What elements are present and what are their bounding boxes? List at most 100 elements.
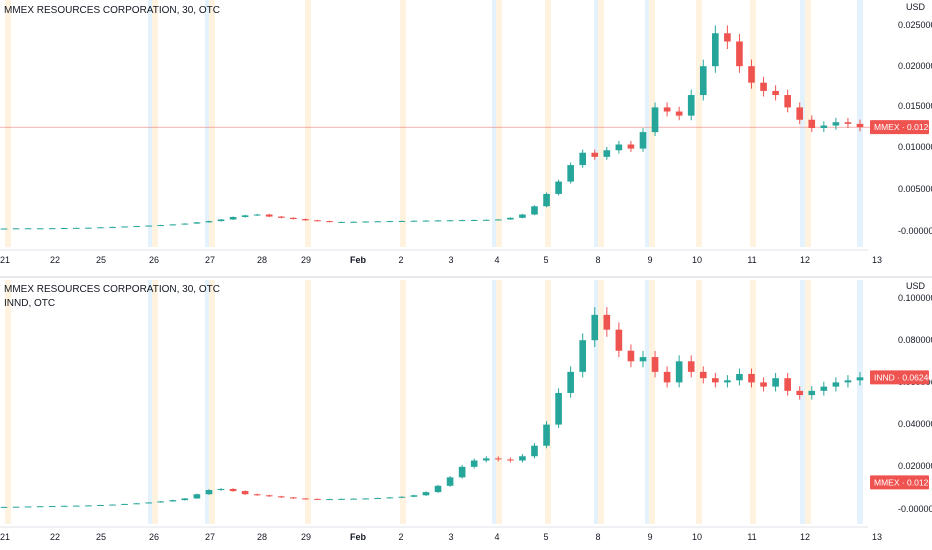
candle-body-0-62 xyxy=(748,66,755,83)
candle-body-0-56 xyxy=(675,111,683,116)
candle-body-1-54 xyxy=(651,357,659,372)
x-tick-label-1-4: 27 xyxy=(205,532,215,542)
session-highlight-1-1 xyxy=(148,280,154,524)
session-highlight-1-9 xyxy=(545,280,551,524)
candle-body-1-2 xyxy=(24,506,32,508)
candle-body-1-43 xyxy=(519,456,526,461)
candle-body-1-10 xyxy=(121,503,128,505)
candle-body-0-28 xyxy=(338,221,345,223)
y-tick-label-0-0: 0.025000 xyxy=(898,20,932,30)
candle-body-1-9 xyxy=(109,504,116,506)
candle-body-1-60 xyxy=(724,380,731,383)
candle-body-1-68 xyxy=(820,386,828,391)
session-highlight-0-4 xyxy=(209,0,215,247)
session-highlight-0-7 xyxy=(492,0,498,247)
candle-body-0-43 xyxy=(519,214,526,218)
x-tick-label-0-5: 28 xyxy=(257,255,267,265)
candle-body-0-47 xyxy=(567,165,574,182)
session-highlight-1-3 xyxy=(205,280,211,524)
candle-body-1-28 xyxy=(338,498,345,500)
candle-body-1-56 xyxy=(675,361,683,383)
x-tick-label-1-3: 26 xyxy=(149,532,159,542)
candle-body-1-11 xyxy=(133,503,140,505)
session-highlight-1-16 xyxy=(800,280,806,524)
candle-body-1-16 xyxy=(193,494,201,499)
x-tick-label-0-8: 2 xyxy=(398,255,403,265)
candle-body-1-57 xyxy=(687,361,695,372)
candle-body-1-44 xyxy=(531,445,538,457)
y-tick-label-1-3: 0.040000 xyxy=(898,419,932,429)
candle-body-0-16 xyxy=(193,222,201,224)
candle-body-1-27 xyxy=(326,499,333,501)
candle-body-1-62 xyxy=(748,373,755,383)
candle-body-0-11 xyxy=(133,226,140,228)
candle-body-0-6 xyxy=(73,227,80,229)
candle-body-0-2 xyxy=(24,228,32,230)
candle-body-0-52 xyxy=(627,144,635,149)
session-highlight-1-8 xyxy=(496,280,502,524)
session-highlight-1-5 xyxy=(305,280,311,524)
candle-body-0-49 xyxy=(591,152,599,157)
x-tick-label-1-5: 28 xyxy=(257,532,267,542)
candle-body-0-48 xyxy=(579,152,587,166)
x-tick-label-0-12: 8 xyxy=(595,255,600,265)
x-tick-label-0-17: 13 xyxy=(872,255,882,265)
candle-body-0-63 xyxy=(760,82,767,91)
candle-body-1-12 xyxy=(145,502,152,504)
candle-body-0-44 xyxy=(531,206,538,215)
candle-body-0-34 xyxy=(410,220,418,222)
candle-body-1-26 xyxy=(314,498,321,500)
candle-body-0-55 xyxy=(663,107,671,112)
price-badge-1-0 xyxy=(870,370,929,385)
price-badge-label-0-0: MMEX · 0.012600 xyxy=(874,122,932,132)
candle-body-1-0 xyxy=(0,506,8,508)
candle-body-1-6 xyxy=(73,505,80,507)
x-tick-label-1-9: 3 xyxy=(448,532,453,542)
candle-body-1-42 xyxy=(507,459,514,461)
session-highlight-1-14 xyxy=(696,280,702,524)
x-tick-label-0-0: 21 xyxy=(0,255,10,265)
candle-body-0-54 xyxy=(651,107,659,133)
candle-body-1-34 xyxy=(410,495,418,497)
candle-body-0-15 xyxy=(181,223,189,225)
candle-body-1-35 xyxy=(422,492,430,496)
candle-body-1-61 xyxy=(736,373,743,381)
candle-body-1-15 xyxy=(181,498,189,501)
candle-body-1-14 xyxy=(169,500,177,502)
y-tick-label-1-4: 0.020000 xyxy=(898,461,932,471)
x-tick-label-0-4: 27 xyxy=(205,255,215,265)
session-highlight-1-17 xyxy=(805,280,811,524)
x-tick-label-1-7: Feb xyxy=(350,532,367,542)
candle-body-1-51 xyxy=(615,329,623,351)
y-tick-label-1-1: 0.080000 xyxy=(898,335,932,345)
candle-body-0-41 xyxy=(494,219,502,221)
candle-body-1-19 xyxy=(229,488,237,492)
pane-title-0: MMEX RESOURCES CORPORATION, 30, OTC xyxy=(4,5,220,16)
candle-body-1-71 xyxy=(856,377,864,381)
session-highlight-0-17 xyxy=(805,0,811,247)
candle-body-0-37 xyxy=(446,220,454,222)
candle-body-0-71 xyxy=(856,123,864,128)
y-tick-label-0-1: 0.020000 xyxy=(898,61,932,71)
candle-body-0-18 xyxy=(217,219,225,222)
legend-entry-1-0: INND, OTC xyxy=(4,298,55,309)
candle-body-0-10 xyxy=(121,226,128,228)
x-tick-label-0-7: Feb xyxy=(350,255,367,265)
candle-body-0-22 xyxy=(265,214,273,217)
candle-body-1-48 xyxy=(579,340,587,372)
session-highlight-1-7 xyxy=(492,280,498,524)
candle-body-0-3 xyxy=(36,228,44,230)
candle-body-0-69 xyxy=(832,122,840,126)
session-highlight-1-6 xyxy=(400,280,406,524)
candle-body-0-14 xyxy=(169,224,177,226)
candle-body-1-53 xyxy=(639,357,647,362)
candle-body-1-40 xyxy=(482,458,490,461)
y-axis-unit-0: USD xyxy=(906,2,926,12)
candle-body-1-65 xyxy=(784,378,791,391)
session-highlight-1-13 xyxy=(649,280,655,524)
candle-body-0-66 xyxy=(796,107,804,120)
candle-body-0-35 xyxy=(422,220,430,222)
candle-body-0-46 xyxy=(555,181,562,194)
